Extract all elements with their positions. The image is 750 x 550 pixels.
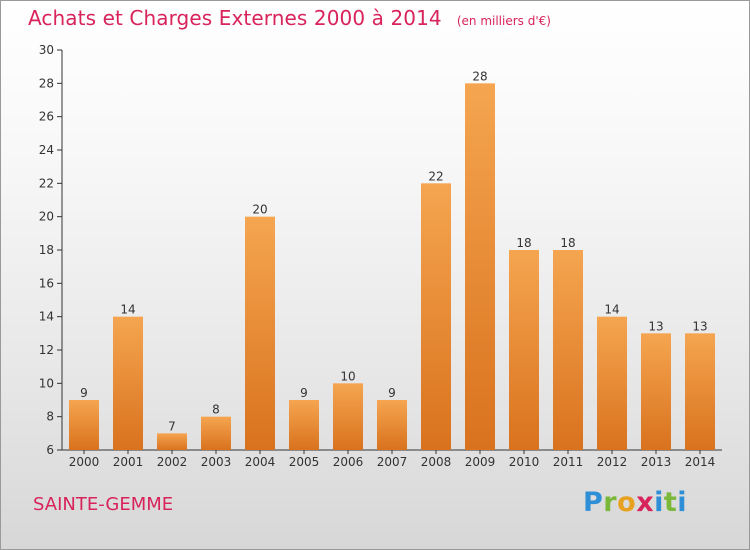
value-label: 9 [80,386,88,400]
value-label: 14 [604,303,619,317]
x-tick-label: 2001 [113,455,144,469]
value-label: 18 [560,236,575,250]
value-labels: 9 14 7 8 20 9 10 9 22 28 18 18 14 13 13 [80,69,707,433]
value-label: 7 [168,419,176,433]
bar-2008 [421,183,451,451]
value-label: 20 [252,203,267,217]
x-tick-label: 2009 [465,455,496,469]
y-tick-label: 16 [39,276,54,290]
y-tick-label: 28 [39,76,54,90]
y-tick-label: 10 [39,376,54,390]
y-tick-label: 6 [46,443,54,457]
value-label: 10 [340,369,355,383]
x-tick-label: 2012 [597,455,628,469]
y-tick-label: 24 [39,143,54,157]
x-tick-label: 2006 [333,455,364,469]
x-tick-label: 2003 [201,455,232,469]
bar-2000 [69,400,99,450]
x-tick-label: 2007 [377,455,408,469]
chart-title: Achats et Charges Externes 2000 à 2014 [28,6,442,30]
y-tick-label: 18 [39,243,54,257]
proxiti-logo: Proxiti [583,487,688,518]
x-tick-label: 2008 [421,455,452,469]
value-label: 14 [120,303,135,317]
y-tick-label: 8 [46,410,54,424]
bars [69,83,715,451]
y-axis: 6 8 10 12 14 16 18 20 22 24 26 28 30 [39,43,63,457]
bar-2012 [597,316,627,450]
y-tick-label: 26 [39,110,54,124]
bar-2007 [377,400,407,450]
value-label: 18 [516,236,531,250]
x-tick-label: 2005 [289,455,320,469]
y-tick-label: 12 [39,343,54,357]
bar-2001 [113,316,143,450]
x-tick-label: 2004 [245,455,276,469]
bar-2004 [245,216,275,450]
value-label: 9 [388,386,396,400]
bar-2013 [641,333,671,450]
bar-2003 [201,416,231,450]
y-tick-label: 30 [39,43,54,57]
x-tick-label: 2013 [641,455,672,469]
x-tick-label: 2011 [553,455,584,469]
bar-2014 [685,333,715,450]
x-tick-label: 2014 [685,455,716,469]
x-axis: 2000 2001 2002 2003 2004 2005 2006 2007 2008 2009… [62,449,722,469]
bar-2011 [553,250,583,450]
value-label: 9 [300,386,308,400]
chart-title-row: Achats et Charges Externes 2000 à 2014 (… [28,6,551,30]
value-label: 13 [692,319,707,333]
bar-2010 [509,250,539,450]
value-label: 13 [648,319,663,333]
y-tick-label: 22 [39,176,54,190]
y-tick-label: 20 [39,210,54,224]
bar-2002 [157,433,187,450]
bar-2005 [289,400,319,450]
y-tick-label: 14 [39,310,54,324]
x-tick-label: 2010 [509,455,540,469]
commune-name: SAINTE-GEMME [33,494,174,515]
value-label: 28 [472,69,487,83]
x-tick-label: 2002 [157,455,188,469]
bar-2006 [333,383,363,450]
chart-unit: (en milliers d'€) [456,14,551,28]
value-label: 22 [428,169,443,183]
bar-2009 [465,83,495,450]
x-tick-label: 2000 [69,455,100,469]
value-label: 8 [212,403,220,417]
